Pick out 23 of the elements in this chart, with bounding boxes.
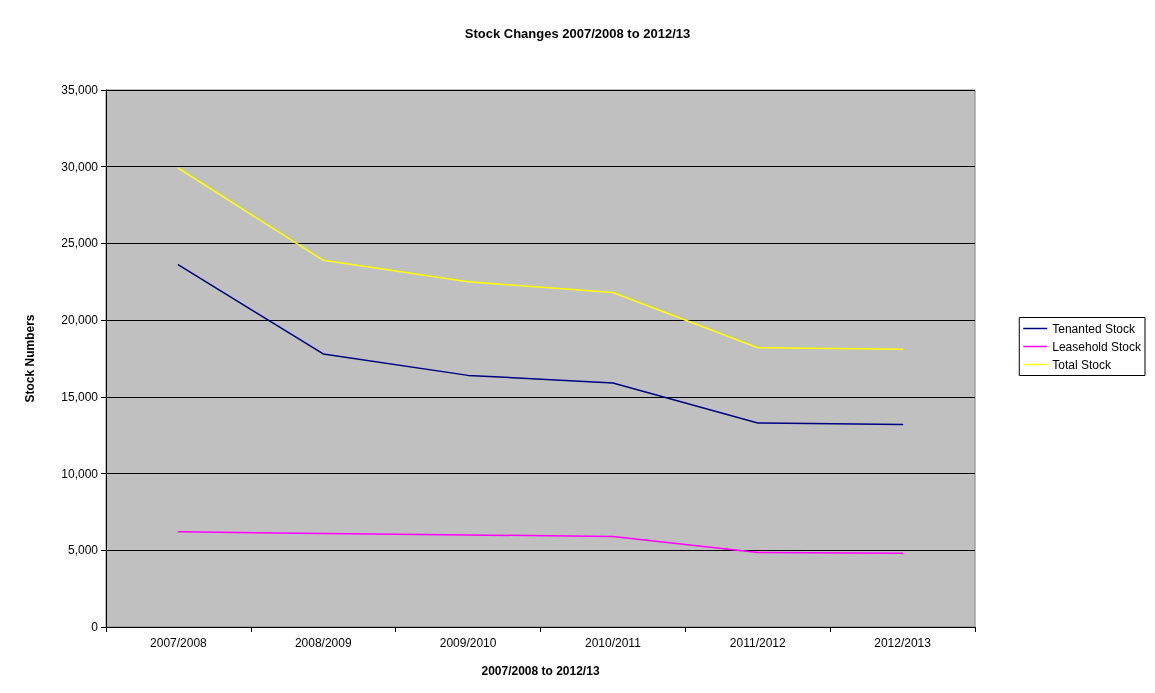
legend-label: Tenanted Stock (1052, 321, 1136, 336)
y-tick-label: 25,000 (61, 236, 99, 251)
legend-label: Total Stock (1052, 357, 1112, 372)
legend-label: Leasehold Stock (1052, 339, 1142, 354)
y-tick-label: 5,000 (67, 543, 99, 558)
line-series (177, 167, 904, 351)
x-axis-title: 2007/2008 to 2012/13 (481, 664, 600, 678)
chart-title: Stock Changes 2007/2008 to 2012/13 (464, 26, 691, 41)
x-tick-label: 2008/2009 (294, 636, 352, 650)
y-tick-label: 15,000 (61, 389, 99, 404)
line-series (177, 264, 904, 426)
x-tick-label: 2007/2008 (150, 636, 208, 650)
y-tick-label: 30,000 (61, 159, 99, 174)
y-tick-label: 0 (91, 620, 99, 634)
y-tick-label: 35,000 (61, 83, 99, 97)
x-tick-label: 2009/2010 (439, 636, 497, 650)
x-tick-label: 2012/2013 (874, 636, 932, 650)
y-tick-label: 10,000 (61, 466, 99, 481)
y-axis-title: Stock Numbers (23, 314, 37, 403)
x-tick-label: 2011/2012 (729, 636, 786, 650)
x-tick-label: 2010/2011 (584, 636, 642, 650)
line-series (177, 531, 904, 555)
y-tick-label: 20,000 (61, 313, 99, 328)
